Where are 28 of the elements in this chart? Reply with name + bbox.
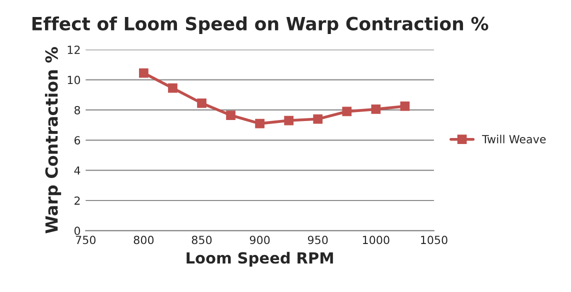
x-tick-label: 950 [308, 236, 328, 244]
point [371, 104, 381, 114]
point [400, 102, 410, 111]
x-tick-label: 850 [192, 236, 212, 244]
y-tick-label: 2 [74, 196, 80, 205]
y-tick-label: 0 [74, 226, 80, 236]
legend-label: Twill Weave [482, 134, 546, 144]
point [226, 110, 236, 120]
x-tick-label: 1000 [362, 236, 390, 244]
point [168, 83, 178, 93]
y-tick-label: 4 [74, 166, 80, 175]
x-tick-label: 750 [76, 236, 96, 244]
chart-title: Effect of Loom Speed on Warp Contraction % [32, 16, 488, 34]
point [342, 106, 352, 116]
point [139, 68, 148, 78]
y-axis-title: Warp Contraction % [44, 47, 62, 234]
x-tick-label: 900 [250, 236, 270, 244]
point [255, 118, 264, 128]
y-tick-label: 10 [68, 76, 80, 84]
y-tick-label: 12 [68, 46, 80, 54]
x-tick-label: 1050 [421, 236, 448, 244]
y-tick-label: 6 [74, 136, 80, 145]
x-tick-label: 800 [134, 236, 154, 244]
y-tick-label: 8 [74, 106, 80, 114]
x-axis-title: Loom Speed RPM [186, 252, 333, 267]
point [313, 114, 323, 124]
point [197, 98, 206, 108]
point [284, 116, 294, 126]
